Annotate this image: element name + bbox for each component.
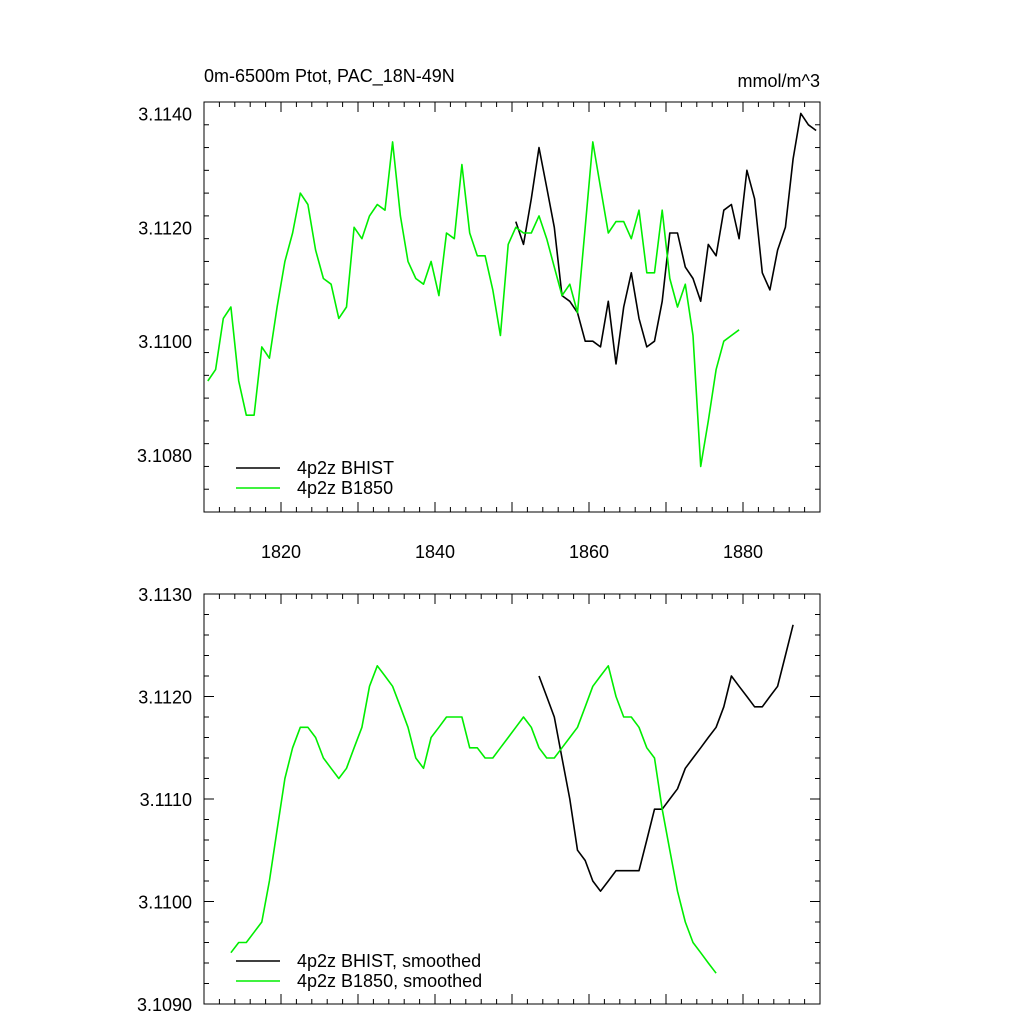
plot-frame [203, 101, 821, 513]
y-tick-label: 3.1120 [138, 688, 192, 708]
y-tick-label: 3.1100 [138, 893, 192, 913]
top-panel: 1820 1840 1860 1880 3.1080 3.1100 3.1120 3.1140… [137, 66, 821, 562]
legend-label: 4p2z B1850, smoothed [297, 971, 482, 991]
series-line-bhist [538, 624, 794, 893]
y-tick-label: 3.1120 [138, 218, 192, 238]
y-tick-label: 3.1090 [137, 995, 192, 1015]
y-tick-label: 3.1110 [140, 790, 192, 810]
bottom-panel: 3.1090 3.1100 3.1110 3.1120 3.1130 4p2z BHIST… [137, 585, 821, 1015]
series-line-b1850 [230, 664, 717, 974]
units-label: mmol/m^3 [738, 71, 820, 91]
plot-frame [203, 593, 821, 1005]
chart-title: 0m-6500m Ptot, PAC_18N-49N [204, 66, 455, 87]
y-tick-label: 3.1100 [138, 332, 192, 352]
legend-label: 4p2z B1850 [297, 478, 393, 498]
legend-label: 4p2z BHIST [297, 458, 394, 478]
y-tick-label: 3.1080 [137, 446, 192, 466]
series-line-bhist [515, 112, 817, 365]
x-tick-label: 1860 [569, 542, 609, 562]
x-tick-label: 1840 [415, 542, 455, 562]
legend-label: 4p2z BHIST, smoothed [297, 951, 481, 971]
x-tick-label: 1880 [723, 542, 763, 562]
y-tick-label: 3.1140 [138, 104, 192, 124]
y-tick-label: 3.1130 [138, 585, 192, 605]
series-line-b1850 [207, 141, 740, 468]
x-tick-label: 1820 [261, 542, 301, 562]
